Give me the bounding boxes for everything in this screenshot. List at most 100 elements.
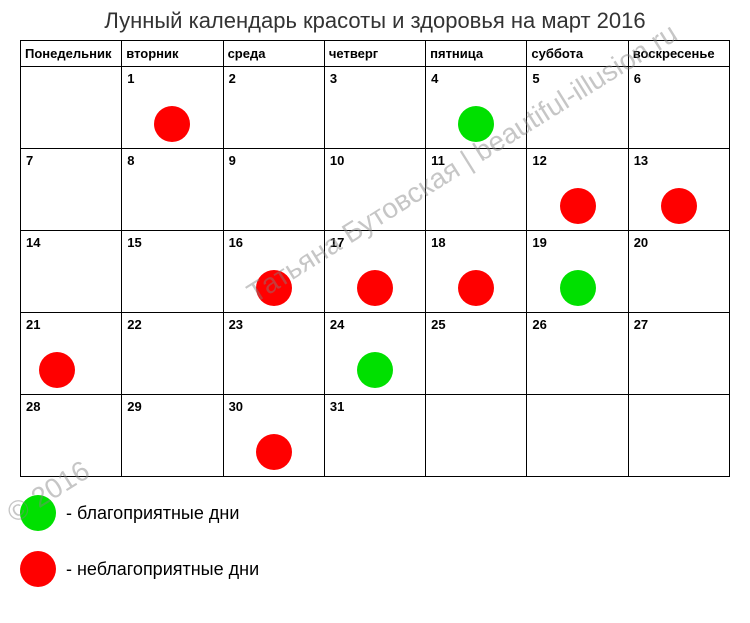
calendar-cell: 30 (223, 395, 324, 477)
weekday-header: Понедельник (21, 41, 122, 67)
day-number: 18 (431, 235, 445, 250)
weekday-header: суббота (527, 41, 628, 67)
legend-favorable: - благоприятные дни (20, 495, 730, 531)
day-number: 5 (532, 71, 539, 86)
calendar-cell: 24 (324, 313, 425, 395)
day-number: 15 (127, 235, 141, 250)
calendar-cell: 17 (324, 231, 425, 313)
calendar-cell: 27 (628, 313, 729, 395)
calendar-cell: 13 (628, 149, 729, 231)
day-number: 23 (229, 317, 243, 332)
calendar-cell (21, 67, 122, 149)
calendar-cell: 4 (426, 67, 527, 149)
day-number: 11 (431, 153, 445, 168)
day-number: 10 (330, 153, 344, 168)
favorable-day-icon (458, 106, 494, 142)
day-number: 9 (229, 153, 236, 168)
calendar-row: 7 8 9 10 11 12 13 (21, 149, 730, 231)
day-number: 24 (330, 317, 344, 332)
day-number: 30 (229, 399, 243, 414)
day-number: 2 (229, 71, 236, 86)
calendar-cell: 22 (122, 313, 223, 395)
day-number: 20 (634, 235, 648, 250)
legend-circle-favorable (20, 495, 56, 531)
unfavorable-day-icon (357, 270, 393, 306)
legend-circle-unfavorable (20, 551, 56, 587)
calendar-row: 1 2 3 4 5 6 (21, 67, 730, 149)
unfavorable-day-icon (256, 434, 292, 470)
calendar-cell: 6 (628, 67, 729, 149)
page-title: Лунный календарь красоты и здоровья на м… (0, 0, 750, 40)
calendar-row: 21 22 23 24 25 26 27 (21, 313, 730, 395)
weekday-header: среда (223, 41, 324, 67)
calendar-cell: 5 (527, 67, 628, 149)
calendar-cell: 2 (223, 67, 324, 149)
day-number: 22 (127, 317, 141, 332)
unfavorable-day-icon (256, 270, 292, 306)
day-number: 8 (127, 153, 134, 168)
calendar-row: 14 15 16 17 18 19 20 (21, 231, 730, 313)
calendar-cell: 20 (628, 231, 729, 313)
day-number: 14 (26, 235, 40, 250)
day-number: 29 (127, 399, 141, 414)
day-number: 16 (229, 235, 243, 250)
calendar-body: 1234567891011121314151617181920212223242… (21, 67, 730, 477)
calendar-cell: 14 (21, 231, 122, 313)
day-number: 13 (634, 153, 648, 168)
calendar-cell (527, 395, 628, 477)
day-number: 3 (330, 71, 337, 86)
calendar-cell: 31 (324, 395, 425, 477)
day-number: 31 (330, 399, 344, 414)
unfavorable-day-icon (39, 352, 75, 388)
legend: - благоприятные дни - неблагоприятные дн… (20, 495, 730, 587)
calendar-cell: 12 (527, 149, 628, 231)
calendar-cell: 7 (21, 149, 122, 231)
day-number: 28 (26, 399, 40, 414)
day-number: 26 (532, 317, 546, 332)
favorable-day-icon (560, 270, 596, 306)
calendar-cell: 3 (324, 67, 425, 149)
calendar-cell: 16 (223, 231, 324, 313)
legend-text-favorable: - благоприятные дни (66, 503, 239, 524)
day-number: 27 (634, 317, 648, 332)
calendar-cell: 26 (527, 313, 628, 395)
day-number: 19 (532, 235, 546, 250)
calendar-cell (628, 395, 729, 477)
day-number: 17 (330, 235, 344, 250)
unfavorable-day-icon (661, 188, 697, 224)
day-number: 25 (431, 317, 445, 332)
calendar-cell: 1 (122, 67, 223, 149)
legend-unfavorable: - неблагоприятные дни (20, 551, 730, 587)
calendar-cell: 23 (223, 313, 324, 395)
calendar-cell: 29 (122, 395, 223, 477)
calendar-cell: 21 (21, 313, 122, 395)
calendar-row: 28 29 30 31 (21, 395, 730, 477)
weekday-header: пятница (426, 41, 527, 67)
calendar-cell: 28 (21, 395, 122, 477)
weekday-header: четверг (324, 41, 425, 67)
favorable-day-icon (357, 352, 393, 388)
day-number: 21 (26, 317, 40, 332)
day-number: 4 (431, 71, 438, 86)
calendar-cell: 8 (122, 149, 223, 231)
unfavorable-day-icon (458, 270, 494, 306)
calendar-cell: 15 (122, 231, 223, 313)
legend-text-unfavorable: - неблагоприятные дни (66, 559, 259, 580)
weekday-header: вторник (122, 41, 223, 67)
calendar-header-row: Понедельник вторник среда четверг пятниц… (21, 41, 730, 67)
unfavorable-day-icon (560, 188, 596, 224)
unfavorable-day-icon (154, 106, 190, 142)
calendar-cell: 10 (324, 149, 425, 231)
day-number: 7 (26, 153, 33, 168)
calendar-cell (426, 395, 527, 477)
calendar-cell: 18 (426, 231, 527, 313)
weekday-header: воскресенье (628, 41, 729, 67)
calendar-table: Понедельник вторник среда четверг пятниц… (20, 40, 730, 477)
calendar-cell: 9 (223, 149, 324, 231)
calendar-cell: 19 (527, 231, 628, 313)
calendar-cell: 11 (426, 149, 527, 231)
day-number: 1 (127, 71, 134, 86)
day-number: 12 (532, 153, 546, 168)
calendar-cell: 25 (426, 313, 527, 395)
day-number: 6 (634, 71, 641, 86)
